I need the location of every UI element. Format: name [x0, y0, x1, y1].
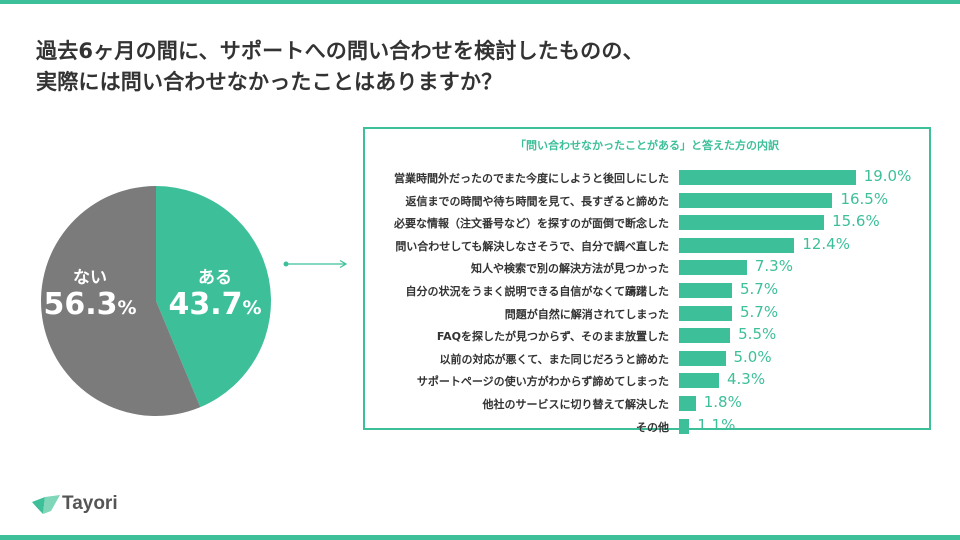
bar-value-label: 16.5% — [840, 189, 889, 208]
bar-value-label: 5.7% — [740, 280, 779, 298]
bottom-accent-bar — [0, 535, 960, 540]
bar-value-label: 5.5% — [738, 325, 777, 344]
title-line-1: 過去6ヶ月の間に、サポートへの問い合わせを検討したものの、 — [36, 39, 644, 63]
bar-value-label: 5.0% — [733, 347, 772, 366]
bar-row: 必要な情報（注文番号など）を探すのが面倒で断念した 15.6% — [365, 212, 929, 234]
bar-row: 自分の状況をうまく説明できる自信がなくて躊躇した 5.7% — [365, 280, 929, 302]
bar-category-label: 問題が自然に解消されてしまった — [504, 307, 669, 321]
bar — [679, 396, 696, 411]
pie-svg — [40, 186, 271, 416]
bar-value-label: 4.3% — [726, 370, 766, 389]
tayori-logo-icon — [32, 495, 60, 514]
pie-no-label: ない — [73, 268, 107, 288]
pie-no-value: 56.3% — [43, 287, 137, 322]
bar-category-label: 以前の対応が悪くて、また同じだろうと諦めた — [439, 352, 669, 366]
bar-value-label: 5.7% — [740, 302, 779, 321]
bar-row: 返信までの時間や待ち時間を見て、長すぎると諦めた 16.5% — [365, 190, 929, 212]
bar — [679, 283, 732, 298]
bar-category-label: 必要な情報（注文番号など）を探すのが面倒で断念した — [394, 217, 669, 231]
bar-row: 知人や検索で別の解決方法が見つかった 7.3% — [365, 257, 929, 279]
bar-row: 問題が自然に解消されてしまった 5.7% — [365, 303, 929, 325]
bar-value-label: 1.8% — [703, 393, 742, 411]
bar — [679, 215, 825, 231]
page-title: 過去6ヶ月の間に、サポートへの問い合わせを検討したものの、 実際には問い合わせな… — [36, 36, 936, 98]
pie-slice-yes — [156, 186, 271, 408]
breakdown-title: 「問い合わせなかったことがある」と答えた方の内訳 — [515, 139, 779, 152]
bar-row: 問い合わせしても解決しなさそうで、自分で調べ直した 12.4% — [365, 235, 929, 257]
pie-slice-no — [40, 186, 201, 416]
bar — [679, 192, 833, 208]
bar-row: その他 1.1% — [365, 416, 929, 438]
bar-row: FAQを探したが見つからず、そのまま放置した 5.5% — [365, 325, 929, 347]
bar-row: 以前の対応が悪くて、また同じだろうと諦めた 5.0% — [365, 348, 929, 370]
brand-name: Tayori — [62, 493, 118, 514]
bar-category-label: 自分の状況をうまく説明できる自信がなくて躊躇した — [405, 285, 669, 298]
bar-row: サポートページの使い方がわからず諦めてしまった 4.3% — [365, 370, 929, 392]
bar — [679, 373, 719, 389]
breakdown-panel: 「問い合わせなかったことがある」と答えた方の内訳 営業時間外だったのでまた今度に… — [363, 127, 931, 434]
bar-category-label: 他社のサービスに切り替えて解決した — [482, 398, 669, 411]
bar — [679, 260, 747, 276]
bar-category-label: 返信までの時間や待ち時間を見て、長すぎると諦めた — [405, 194, 669, 208]
bar-category-label: 知人や検索で別の解決方法が見つかった — [471, 262, 669, 276]
arrow-right-icon — [283, 259, 348, 269]
bar — [679, 418, 690, 434]
bar — [679, 305, 732, 321]
bar-category-label: 営業時間外だったのでまた今度にしようと後回しにした — [394, 172, 669, 185]
bar-row: 他社のサービスに切り替えて解決した 1.8% — [365, 393, 929, 415]
bar — [679, 350, 726, 366]
bar-category-label: 問い合わせしても解決しなさそうで、自分で調べ直した — [395, 239, 669, 253]
pie-chart: ある 43.7% ない 56.3% — [40, 185, 272, 417]
pie-yes-label: ある — [198, 268, 232, 288]
pie-label-yes: ある 43.7% — [160, 263, 270, 325]
title-line-2: 実際には問い合わせなかったことはありますか？ — [36, 70, 503, 94]
bar-category-label: FAQを探したが見つからず、そのまま放置した — [436, 330, 669, 344]
bar — [679, 328, 731, 344]
bar-category-label: その他 — [636, 420, 669, 434]
bar-value-label: 1.1% — [697, 415, 736, 434]
bar-value-label: 15.6% — [832, 212, 880, 231]
pie-label-no: ない 56.3% — [40, 263, 140, 325]
bar — [679, 237, 795, 253]
bar — [679, 170, 856, 185]
pie-yes-value: 43.7% — [168, 287, 262, 322]
bar-value-label: 12.4% — [802, 234, 850, 253]
bar-value-label: 7.3% — [754, 257, 793, 276]
bar-row: 営業時間外だったのでまた今度にしようと後回しにした 19.0% — [365, 167, 929, 189]
bar-value-label: 19.0% — [863, 167, 912, 185]
top-accent-bar — [0, 0, 960, 4]
bar-category-label: サポートページの使い方がわからず諦めてしまった — [416, 375, 669, 389]
